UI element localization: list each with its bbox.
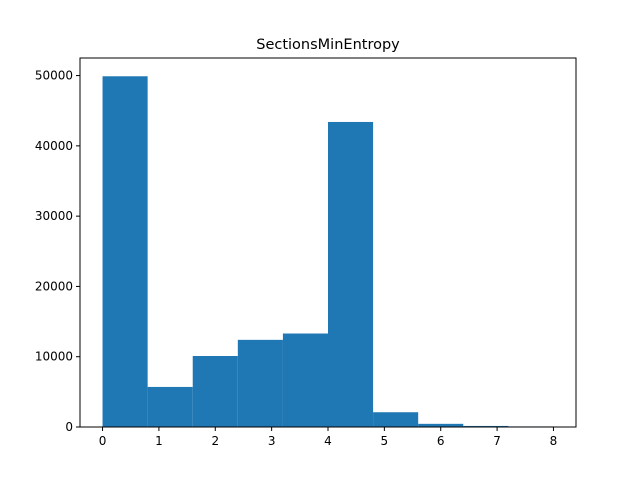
histogram-bar (418, 423, 464, 427)
histogram-bar (463, 425, 509, 427)
y-tick-label: 0 (65, 420, 73, 434)
x-tick-label: 6 (437, 434, 445, 448)
y-axis: 0 10000 20000 30000 40000 50000 (35, 69, 80, 434)
x-tick-label: 8 (550, 434, 558, 448)
x-tick-label: 7 (493, 434, 501, 448)
histogram-bar (237, 339, 283, 427)
x-tick-label: 4 (324, 434, 332, 448)
bars-group (102, 76, 554, 428)
y-tick-label: 20000 (35, 279, 73, 293)
y-tick-label: 40000 (35, 139, 73, 153)
x-tick-label: 2 (211, 434, 219, 448)
histogram-bar (328, 121, 374, 428)
histogram-bar (192, 356, 238, 427)
x-tick-label: 0 (99, 434, 107, 448)
x-tick-label: 3 (268, 434, 276, 448)
x-axis: 0 1 2 3 4 5 6 7 8 (99, 427, 558, 448)
histogram-bar (147, 386, 193, 427)
plot-frame (79, 57, 577, 428)
x-tick-label: 5 (381, 434, 389, 448)
histogram-bar (373, 412, 419, 427)
chart-title: SectionsMinEntropy (256, 37, 400, 53)
y-tick-label: 30000 (35, 209, 73, 223)
histogram-bar (282, 333, 328, 427)
x-tick-label: 1 (155, 434, 163, 448)
y-tick-label: 10000 (35, 350, 73, 364)
y-tick-label: 50000 (35, 69, 73, 83)
histogram-bar (102, 76, 148, 427)
